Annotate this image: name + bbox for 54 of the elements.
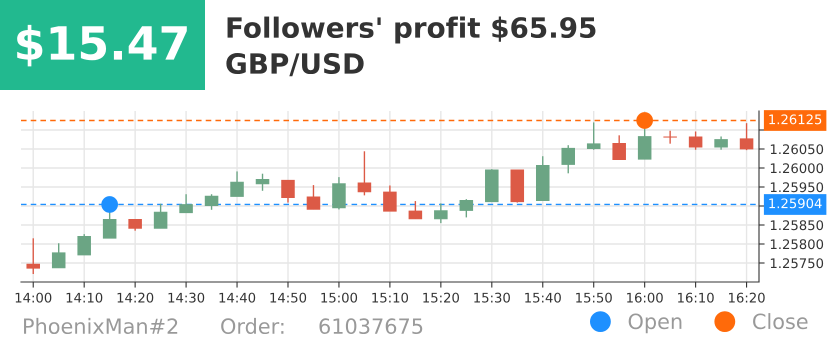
x-tick-label: 14:50 — [270, 292, 306, 303]
x-tick-label: 14:10 — [66, 292, 102, 303]
candlestick — [26, 238, 40, 275]
candlestick — [561, 144, 576, 174]
y-tick-label: 1.26050 — [770, 144, 824, 154]
candlestick — [586, 122, 600, 150]
y-tick-label: 1.26000 — [770, 163, 824, 174]
candlestick — [128, 218, 142, 232]
x-tick-label: 15:20 — [423, 292, 459, 303]
candlestick — [740, 122, 754, 151]
candlestick — [383, 184, 397, 212]
candlestick — [612, 134, 626, 160]
text: GBP/USD — [226, 53, 364, 76]
candlestick — [663, 130, 677, 144]
candlestick — [230, 170, 244, 198]
x-tick-label: 16:20 — [729, 292, 765, 303]
x-tick-label: 16:00 — [627, 292, 663, 303]
candlestick — [408, 200, 422, 220]
x-tick-label: 15:40 — [525, 292, 561, 303]
text: PhoenixMan#2 — [24, 318, 178, 334]
legend-label: Close — [753, 313, 808, 330]
x-tick-label: 15:10 — [372, 292, 408, 303]
legend-label: Open — [628, 313, 682, 334]
y-tick-label: 1.25750 — [770, 258, 824, 268]
x-tick-label: 14:30 — [168, 292, 204, 303]
candlestick — [281, 179, 295, 204]
candlestick — [688, 130, 702, 150]
x-tick-label: 15:30 — [474, 292, 510, 303]
candlestick — [434, 202, 448, 224]
candlestick — [460, 198, 474, 218]
candlestick — [256, 173, 270, 192]
text: Order: — [221, 318, 284, 334]
candlestick — [204, 194, 218, 210]
x-tick-label: 15:00 — [321, 292, 358, 303]
x-tick-label: 14:20 — [118, 292, 154, 303]
text: 61037675 — [319, 318, 422, 334]
candlestick — [154, 203, 168, 230]
y-tick-label: 1.25850 — [770, 220, 824, 230]
candlestick — [52, 242, 66, 269]
y-tick-label: 1.25800 — [770, 239, 824, 250]
candlestick — [77, 233, 91, 256]
candlestick — [358, 150, 372, 196]
x-tick-label: 15:50 — [576, 292, 612, 303]
candlestick — [306, 184, 320, 210]
chart-title: $15.47 — [17, 24, 187, 66]
y-tick-label: 1.25950 — [770, 182, 824, 192]
x-tick-label: 14:40 — [219, 292, 256, 303]
x-tick-label: 14:00 — [16, 292, 52, 303]
x-tick-label: 16:10 — [678, 292, 714, 303]
chart-subtitle: Followers' profit $65.95 — [228, 16, 596, 44]
ref-line-label: 1.26125 — [769, 114, 822, 124]
candlestick — [714, 136, 728, 150]
ref-line-label: 1.25904 — [769, 198, 822, 208]
candlestick — [179, 194, 193, 214]
